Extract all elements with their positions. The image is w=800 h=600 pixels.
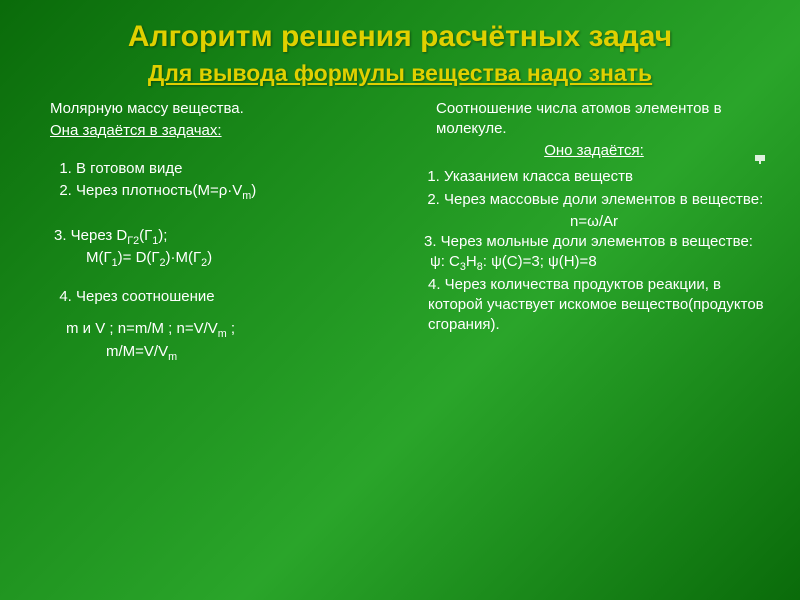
right-item-2-formula: n=ω/Ar	[418, 212, 770, 232]
right-lead-2: Оно задаётся:	[418, 141, 770, 161]
list-item: В готовом виде	[76, 159, 402, 179]
left-column: Молярную массу вещества. Она задаётся в …	[30, 99, 402, 365]
right-item-3-formula: ψ: C3H8: ψ(C)=3; ψ(H)=8	[418, 252, 770, 275]
left-list: В готовом виде Через плотность(M=ρ·Vm)	[50, 159, 402, 204]
subtitle-text: Для вывода формулы вещества надо знать	[148, 60, 652, 86]
left-item-3-line2: M(Г1)= D(Г2)·M(Г2)	[50, 248, 402, 271]
list-item: Через массовые доли элементов в веществе…	[444, 190, 770, 210]
list-item: Указанием класса веществ	[444, 167, 770, 187]
slide: Алгоритм решения расчётных задач Для выв…	[0, 0, 800, 600]
left-list-4: Через соотношение	[50, 287, 402, 307]
right-item-3: 3. Через мольные доли элементов в вещест…	[418, 232, 770, 252]
left-item-4-line3: m/M=V/Vm	[50, 342, 402, 365]
left-item-4-line2: m и V ; n=m/M ; n=V/Vm ;	[50, 319, 402, 342]
right-column: Соотношение числа атомов элементов в мол…	[412, 99, 770, 365]
right-list: Указанием класса веществ Через массовые …	[418, 167, 770, 210]
list-item: Через плотность(M=ρ·Vm)	[76, 181, 402, 204]
left-lead-1: Молярную массу вещества.	[50, 99, 402, 119]
presentation-icon	[754, 144, 766, 156]
list-item: Через соотношение	[76, 287, 402, 307]
left-item-3: 3. Через DГ2(Г1);	[50, 226, 402, 249]
right-lead-1: Соотношение числа атомов элементов в мол…	[418, 99, 770, 140]
left-lead-2: Она задаётся в задачах:	[50, 121, 402, 141]
slide-subtitle: Для вывода формулы вещества надо знать	[30, 60, 770, 87]
content-columns: Молярную массу вещества. Она задаётся в …	[30, 99, 770, 365]
right-item-4: 4. Через количества продуктов реакции, в…	[418, 275, 770, 336]
slide-title: Алгоритм решения расчётных задач	[30, 18, 770, 56]
